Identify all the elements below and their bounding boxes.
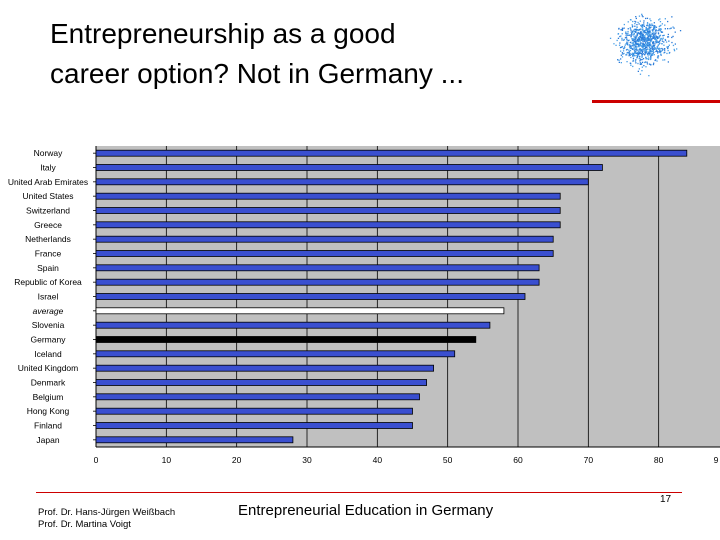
category-label: Japan xyxy=(36,435,59,445)
bar-belgium xyxy=(95,393,420,401)
category-label: Italy xyxy=(40,163,56,173)
x-tick-label: 60 xyxy=(513,455,523,465)
category-label: Republic of Korea xyxy=(14,277,82,287)
category-label: Denmark xyxy=(31,378,66,388)
x-tick-label: 80 xyxy=(654,455,664,465)
bar-denmark xyxy=(95,379,428,386)
bar-switzerland xyxy=(95,207,561,214)
category-label: United Kingdom xyxy=(18,363,78,373)
x-tick-label: 10 xyxy=(162,455,172,465)
bar-united-states xyxy=(95,192,561,200)
title-line-2: career option? Not in Germany ... xyxy=(50,58,464,89)
footer-authors: Prof. Dr. Hans-Jürgen Weißbach Prof. Dr.… xyxy=(38,507,175,531)
x-tick-label: 30 xyxy=(302,455,312,465)
footer-title: Entrepreneurial Education in Germany xyxy=(238,502,494,519)
bar-iceland xyxy=(95,350,456,358)
bar-united-arab-emirates xyxy=(95,178,589,186)
page-number: 17 xyxy=(660,494,672,505)
bar-japan xyxy=(95,436,294,444)
bar-chart: 0 10 20 30 40 50 60 70 80 9 Norway Italy United Arab… xyxy=(8,146,720,465)
category-label: Slovenia xyxy=(32,320,65,330)
category-label: Germany xyxy=(31,335,67,345)
category-label: Iceland xyxy=(34,349,62,359)
category-label: Belgium xyxy=(33,392,64,402)
bar-norway xyxy=(95,149,688,157)
x-tick-label: 20 xyxy=(232,455,242,465)
footer-divider xyxy=(36,492,682,493)
category-label: Israel xyxy=(38,292,59,302)
x-tick-label: 0 xyxy=(94,455,99,465)
category-label: Hong Kong xyxy=(27,406,70,416)
author-1: Prof. Dr. Hans-Jürgen Weißbach xyxy=(38,507,176,518)
bar-average xyxy=(95,307,505,315)
blue-dot-cloud-logo-icon xyxy=(609,13,682,77)
bar-finland xyxy=(95,422,413,429)
bar-hong-kong xyxy=(95,407,413,415)
bar-republic-of-korea xyxy=(95,278,540,286)
category-label: Norway xyxy=(34,148,64,158)
category-label: Netherlands xyxy=(25,234,71,244)
bar-germany xyxy=(95,336,477,343)
bar-france xyxy=(95,250,554,257)
bar-spain xyxy=(95,264,540,272)
category-label: France xyxy=(35,249,62,259)
category-label: average xyxy=(33,306,64,316)
bar-netherlands xyxy=(95,235,554,243)
bar-slovenia xyxy=(95,321,491,329)
slide-title: Entrepreneurship as a good career option… xyxy=(50,14,570,94)
author-2: Prof. Dr. Martina Voigt xyxy=(38,519,131,530)
bar-italy xyxy=(95,164,603,171)
x-tick-label: 70 xyxy=(584,455,594,465)
category-label: United States xyxy=(22,191,73,201)
header-divider xyxy=(592,100,720,103)
x-tick-label: 40 xyxy=(373,455,383,465)
category-label: Finland xyxy=(34,421,62,431)
category-label: United Arab Emirates xyxy=(8,177,88,187)
x-tick-label: 9 xyxy=(714,455,719,465)
x-tick-label: 50 xyxy=(443,455,453,465)
category-label: Greece xyxy=(34,220,62,230)
title-line-1: Entrepreneurship as a good xyxy=(50,18,396,49)
category-label: Switzerland xyxy=(26,206,70,216)
bar-israel xyxy=(95,293,526,300)
bar-united-kingdom xyxy=(95,364,435,372)
category-label: Spain xyxy=(37,263,59,273)
bar-greece xyxy=(95,221,561,229)
